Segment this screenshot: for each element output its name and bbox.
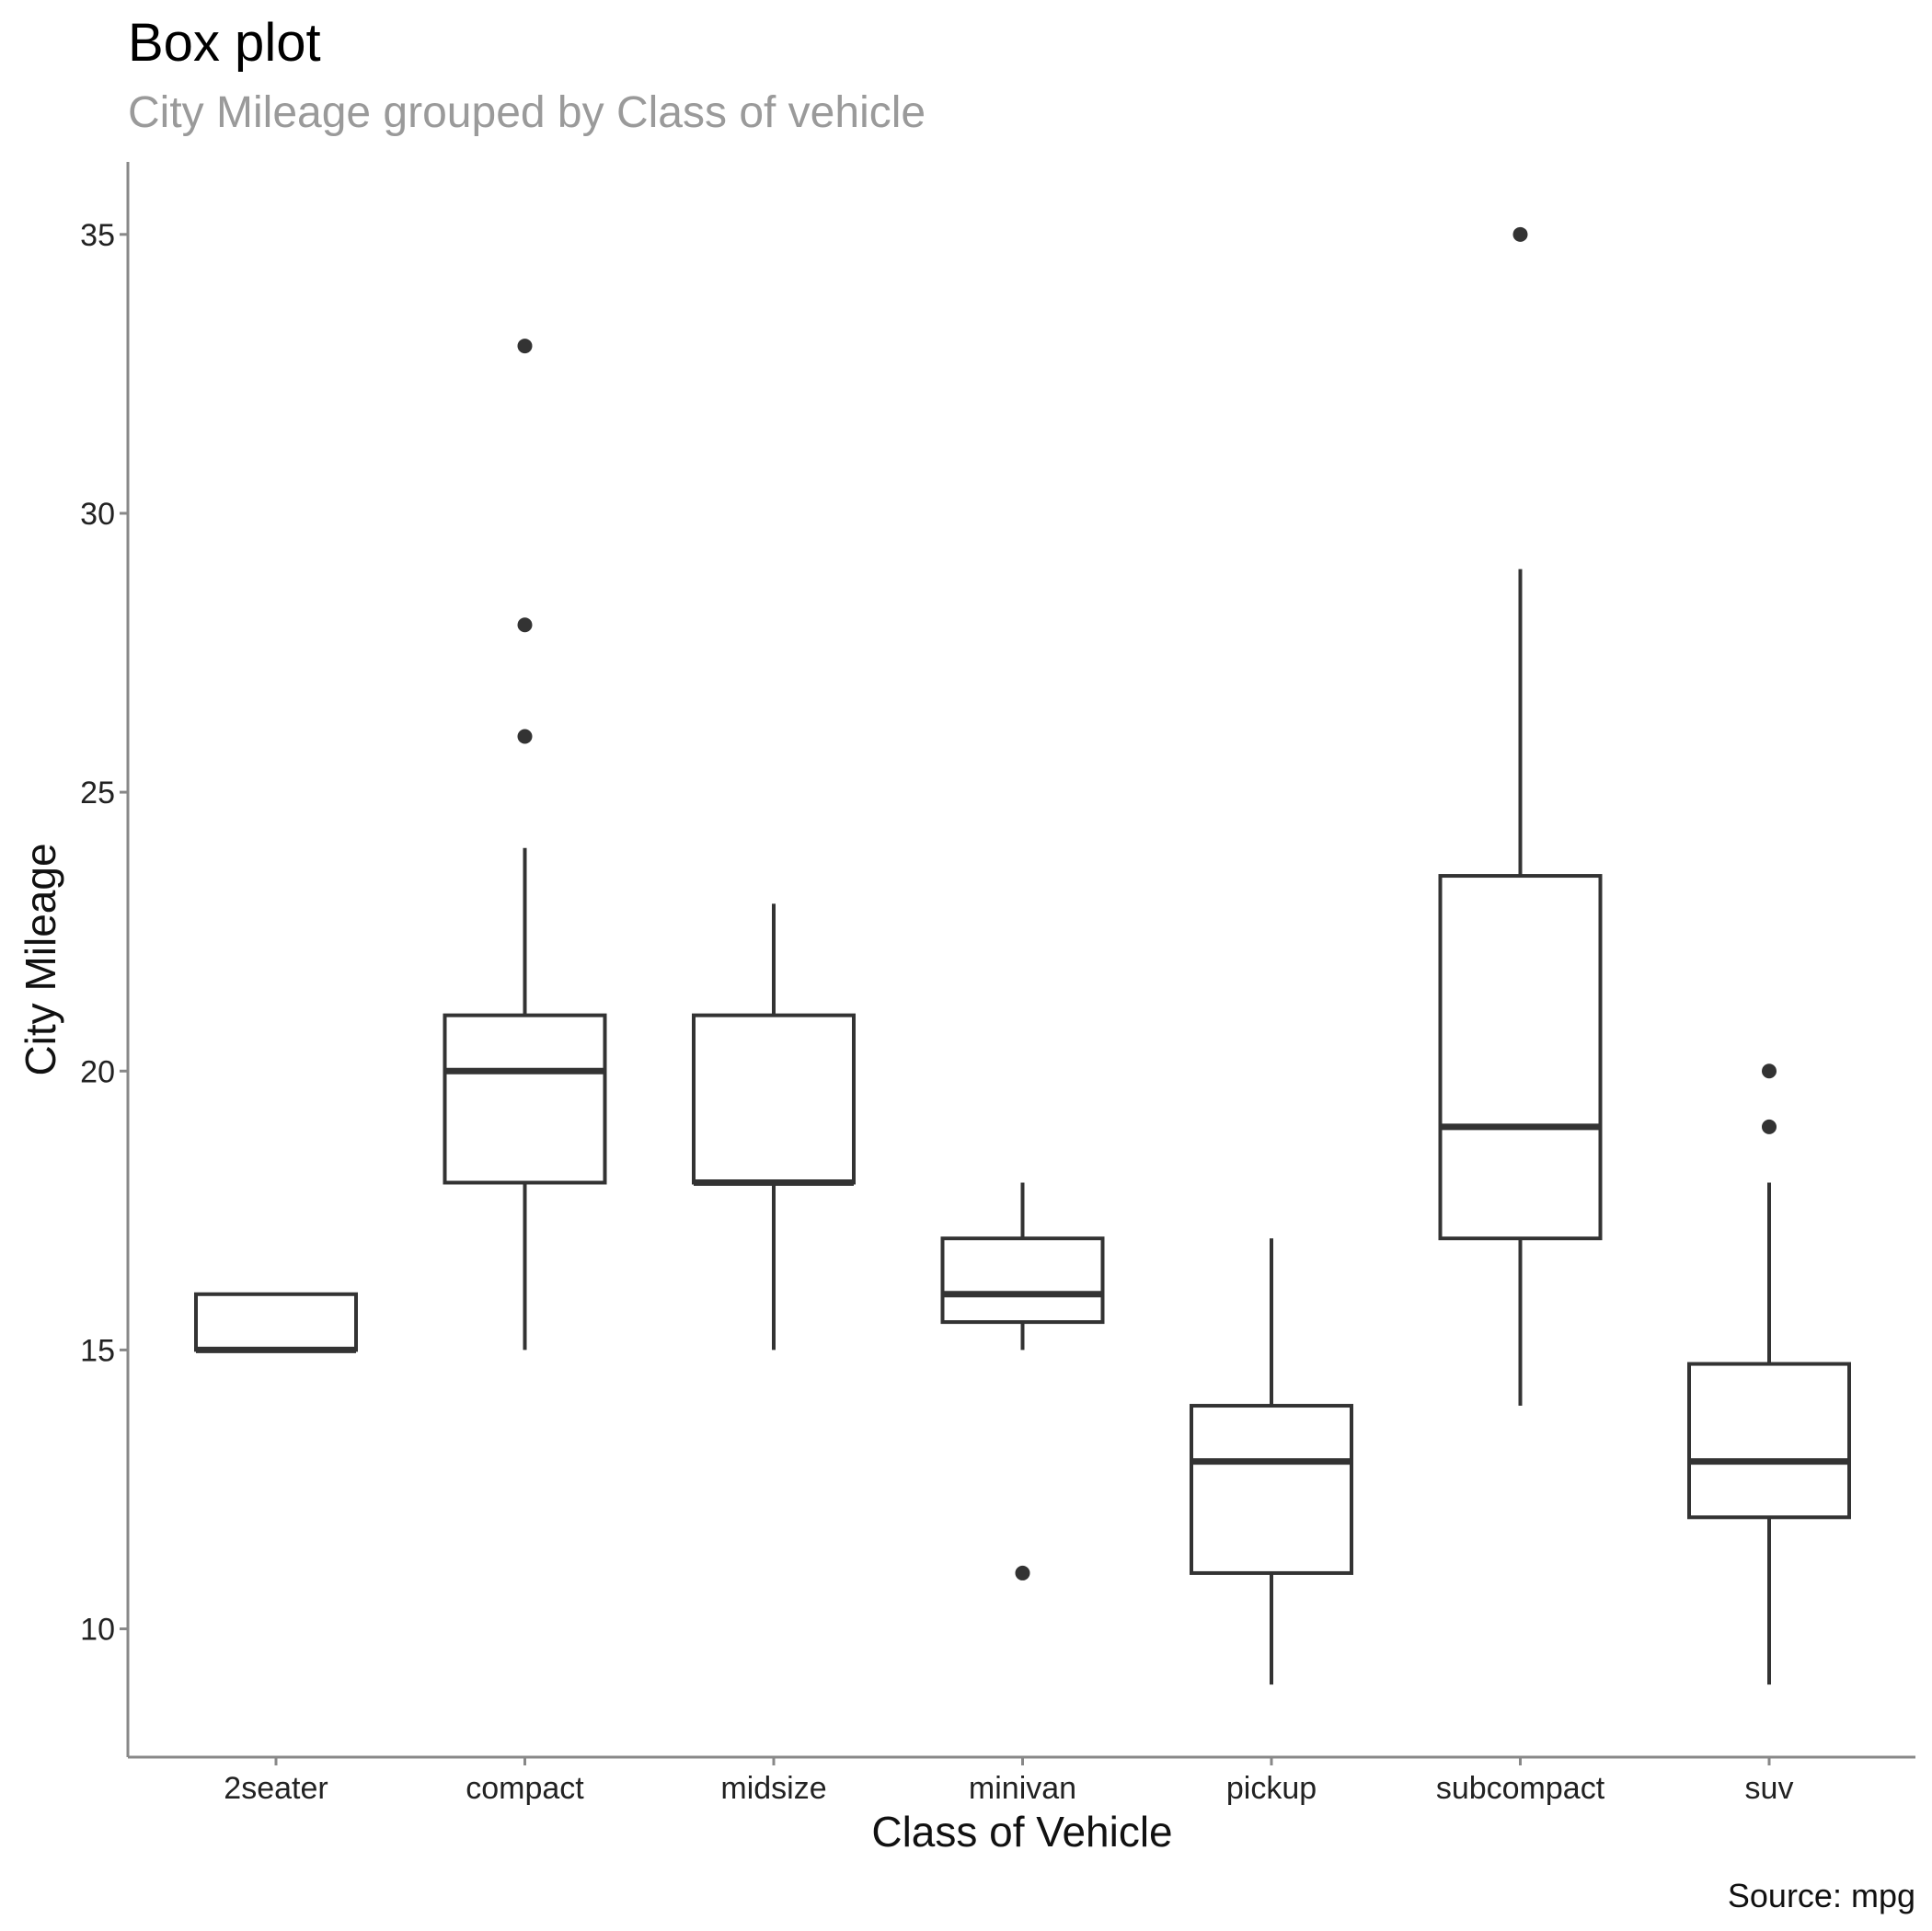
outlier-point bbox=[517, 339, 533, 354]
box-group-compact bbox=[443, 339, 607, 1351]
x-tick-label: pickup bbox=[1226, 1771, 1317, 1806]
chart-title: Box plot bbox=[128, 13, 321, 73]
x-axis-ticks: 2seater compact midsize minivan pickup subcom… bbox=[224, 1757, 1793, 1806]
box-iqr bbox=[692, 1013, 856, 1185]
outlier-point bbox=[517, 617, 533, 633]
box-iqr bbox=[1190, 1404, 1353, 1575]
box-iqr bbox=[194, 1292, 358, 1352]
x-tick-label: suv bbox=[1745, 1771, 1794, 1806]
box-iqr bbox=[940, 1236, 1105, 1325]
outlier-point bbox=[1512, 226, 1528, 242]
box-group-subcompact bbox=[1438, 226, 1603, 1407]
outlier-point bbox=[1762, 1119, 1777, 1134]
chart-caption: Source: mpg bbox=[1728, 1877, 1915, 1914]
y-tick-label: 35 bbox=[80, 218, 115, 253]
outlier-point bbox=[1015, 1565, 1030, 1580]
box-group-2seater bbox=[194, 1292, 358, 1353]
x-tick-label: subcompact bbox=[1436, 1771, 1605, 1806]
y-tick-label: 15 bbox=[80, 1333, 115, 1368]
box-group-suv bbox=[1687, 1063, 1851, 1685]
box-iqr bbox=[443, 1013, 607, 1185]
outlier-point bbox=[517, 729, 533, 744]
x-tick-label: minivan bbox=[969, 1771, 1076, 1806]
box-group-pickup bbox=[1190, 1238, 1353, 1685]
box-iqr bbox=[1687, 1362, 1851, 1520]
box-iqr bbox=[1438, 874, 1603, 1241]
y-tick-label: 20 bbox=[80, 1054, 115, 1089]
chart-subtitle: City Mileage grouped by Class of vehicle bbox=[128, 88, 926, 137]
y-axis-ticks: 10 15 20 25 30 35 bbox=[80, 218, 128, 1648]
y-tick-label: 30 bbox=[80, 497, 115, 532]
x-axis-title: Class of Vehicle bbox=[871, 1808, 1172, 1856]
outlier-point bbox=[1762, 1063, 1777, 1079]
y-tick-label: 10 bbox=[80, 1613, 115, 1648]
y-axis-title: City Mileage bbox=[17, 843, 64, 1075]
x-tick-label: compact bbox=[466, 1771, 584, 1806]
y-tick-label: 25 bbox=[80, 776, 115, 810]
plot-area bbox=[194, 226, 1851, 1685]
box-group-minivan bbox=[940, 1182, 1105, 1580]
x-tick-label: 2seater bbox=[224, 1771, 328, 1806]
box-group-midsize bbox=[692, 903, 856, 1351]
x-tick-label: midsize bbox=[720, 1771, 826, 1806]
